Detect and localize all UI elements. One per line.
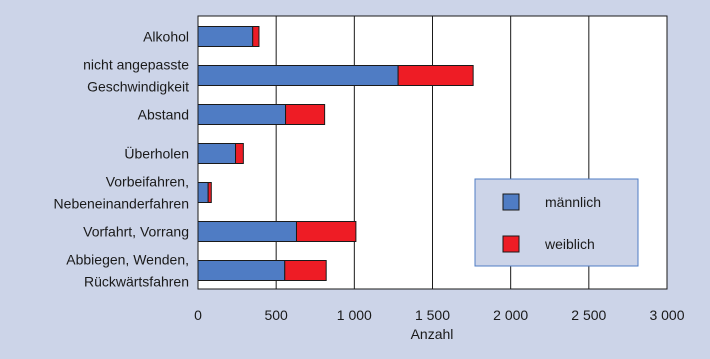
bar-segment [197, 26, 254, 47]
x-tick-label: 2 000 [493, 307, 528, 323]
x-tick-label: 500 [264, 307, 288, 323]
bar-segment [285, 104, 326, 125]
category-labels: Alkohol nicht angepasste Geschwindigkeit Ab… [54, 29, 190, 290]
category-label: Vorbeifahren, [106, 174, 189, 190]
bars [197, 26, 474, 281]
x-tick-label: 0 [194, 307, 202, 323]
x-tick-labels: 0 500 1 000 1 500 2 000 2 500 3 000 [194, 307, 685, 323]
gridlines [275, 16, 590, 289]
bar-segment [252, 26, 260, 47]
plot-frame [197, 15, 668, 290]
x-tick-label: 1 500 [415, 307, 450, 323]
bar-segment [397, 65, 474, 86]
bar-segment [197, 221, 297, 242]
category-label: Abstand [138, 107, 189, 123]
legend-label: männlich [545, 194, 601, 210]
category-label: Geschwindigkeit [87, 79, 189, 95]
bar-segment [235, 143, 244, 164]
category-label: nicht angepasste [83, 57, 189, 73]
bar-segment [197, 143, 237, 164]
legend-box [474, 178, 639, 267]
legend-label: weiblich [544, 236, 595, 252]
x-tick-label: 2 500 [571, 307, 606, 323]
bar-segment [197, 260, 286, 281]
category-label: Überholen [124, 145, 189, 162]
bar-segment [197, 182, 209, 203]
category-label: Alkohol [143, 29, 189, 45]
category-label: Vorfahrt, Vorrang [83, 224, 189, 240]
x-axis-label: Anzahl [411, 326, 454, 342]
legend: männlich weiblich [474, 178, 639, 267]
category-label: Nebeneinanderfahren [54, 196, 189, 212]
category-label: Rückwärtsfahren [84, 274, 189, 290]
bar-segment [284, 260, 327, 281]
bar-segment [207, 182, 212, 203]
bar-segment [295, 221, 357, 242]
bar-segment [197, 104, 287, 125]
legend-swatch [502, 235, 520, 253]
category-label: Abbiegen, Wenden, [66, 252, 189, 268]
x-tick-label: 3 000 [649, 307, 684, 323]
legend-swatch [502, 193, 520, 211]
bar-segment [197, 65, 399, 86]
x-tick-label: 1 000 [337, 307, 372, 323]
